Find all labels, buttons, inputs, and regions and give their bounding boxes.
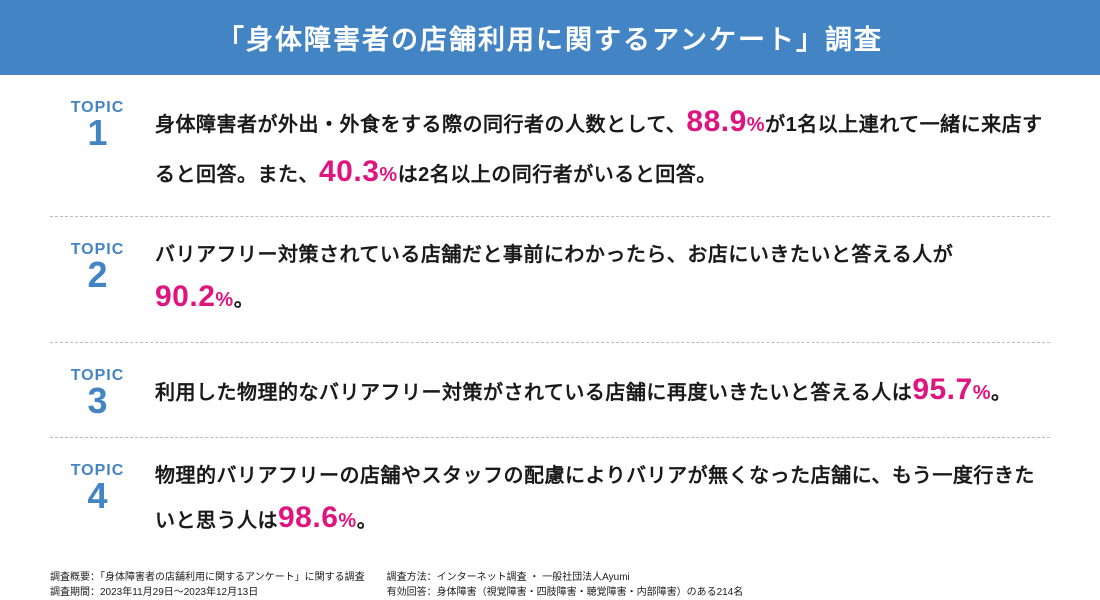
topic3-pre: 利用した物理的なバリアフリー対策がされている店舗に再度いきたいと答える人は: [155, 382, 912, 404]
topic-label-2: TOPIC 2: [50, 239, 145, 291]
footer-notes: 調査概要：「身体障害者の店舗利用に関するアンケート」に関する調査 調査期間：20…: [0, 562, 1100, 600]
topic-text-1: 身体障害者が外出・外食をする際の同行者の人数として、88.9%が1名以上連れて一…: [145, 97, 1050, 196]
topic-label-3: TOPIC 3: [50, 365, 145, 417]
topic1-post: は2名以上の同行者がいると回答。: [398, 164, 717, 186]
topic3-stat1: 95.7: [912, 373, 972, 406]
footer-col-2: 調査方法：インターネット調査 ・ 一般社団法人Ayumi 有効回答：身体障害（視…: [387, 570, 744, 600]
topic-label-1: TOPIC 1: [50, 97, 145, 149]
topic2-post: 。: [234, 289, 255, 311]
topic-number: 3: [50, 385, 145, 417]
survey-title: 「身体障害者の店舗利用に関するアンケート」調査: [217, 25, 883, 55]
topic1-stat1: 88.9: [686, 105, 746, 138]
topic-number: 1: [50, 117, 145, 149]
topic-text-4: 物理的バリアフリーの店舗やスタッフの配慮によりバリアが無くなった店舗に、もう一度…: [145, 460, 1050, 543]
footer-period: 調査期間：2023年11月29日～2023年12月13日: [50, 585, 365, 600]
topic2-stat1-pct: %: [215, 289, 233, 311]
topic-text-2: バリアフリー対策されている店舗だと事前にわかったら、お店にいきたいと答える人が 9…: [145, 239, 1050, 322]
topic-row-4: TOPIC 4 物理的バリアフリーの店舗やスタッフの配慮によりバリアが無くなった…: [50, 438, 1050, 563]
topic2-stat1: 90.2: [155, 280, 215, 313]
topics-container: TOPIC 1 身体障害者が外出・外食をする際の同行者の人数として、88.9%が…: [0, 75, 1100, 562]
topic3-stat1-pct: %: [973, 382, 991, 404]
topic-number: 4: [50, 480, 145, 512]
topic-row-2: TOPIC 2 バリアフリー対策されている店舗だと事前にわかったら、お店にいきた…: [50, 217, 1050, 343]
topic4-stat1-pct: %: [338, 510, 356, 532]
topic4-post: 。: [357, 510, 378, 532]
footer-responses: 有効回答：身体障害（視覚障害・四肢障害・聴覚障害・内部障害）のある214名: [387, 585, 744, 600]
topic1-stat2-pct: %: [379, 164, 397, 186]
topic-text-3: 利用した物理的なバリアフリー対策がされている店舗に再度いきたいと答える人は95.…: [145, 365, 1050, 415]
topic4-stat1: 98.6: [278, 501, 338, 534]
survey-title-banner: 「身体障害者の店舗利用に関するアンケート」調査: [0, 0, 1100, 75]
footer-col-1: 調査概要：「身体障害者の店舗利用に関するアンケート」に関する調査 調査期間：20…: [50, 570, 365, 600]
topic-label-4: TOPIC 4: [50, 460, 145, 512]
topic-row-1: TOPIC 1 身体障害者が外出・外食をする際の同行者の人数として、88.9%が…: [50, 75, 1050, 217]
topic1-stat2: 40.3: [319, 155, 379, 188]
topic-row-3: TOPIC 3 利用した物理的なバリアフリー対策がされている店舗に再度いきたいと…: [50, 343, 1050, 438]
topic3-post: 。: [991, 382, 1012, 404]
topic1-pre: 身体障害者が外出・外食をする際の同行者の人数として、: [155, 114, 686, 136]
topic1-stat1-pct: %: [747, 114, 765, 136]
topic2-pre: バリアフリー対策されている店舗だと事前にわかったら、お店にいきたいと答える人が: [155, 244, 953, 266]
topic-number: 2: [50, 259, 145, 291]
